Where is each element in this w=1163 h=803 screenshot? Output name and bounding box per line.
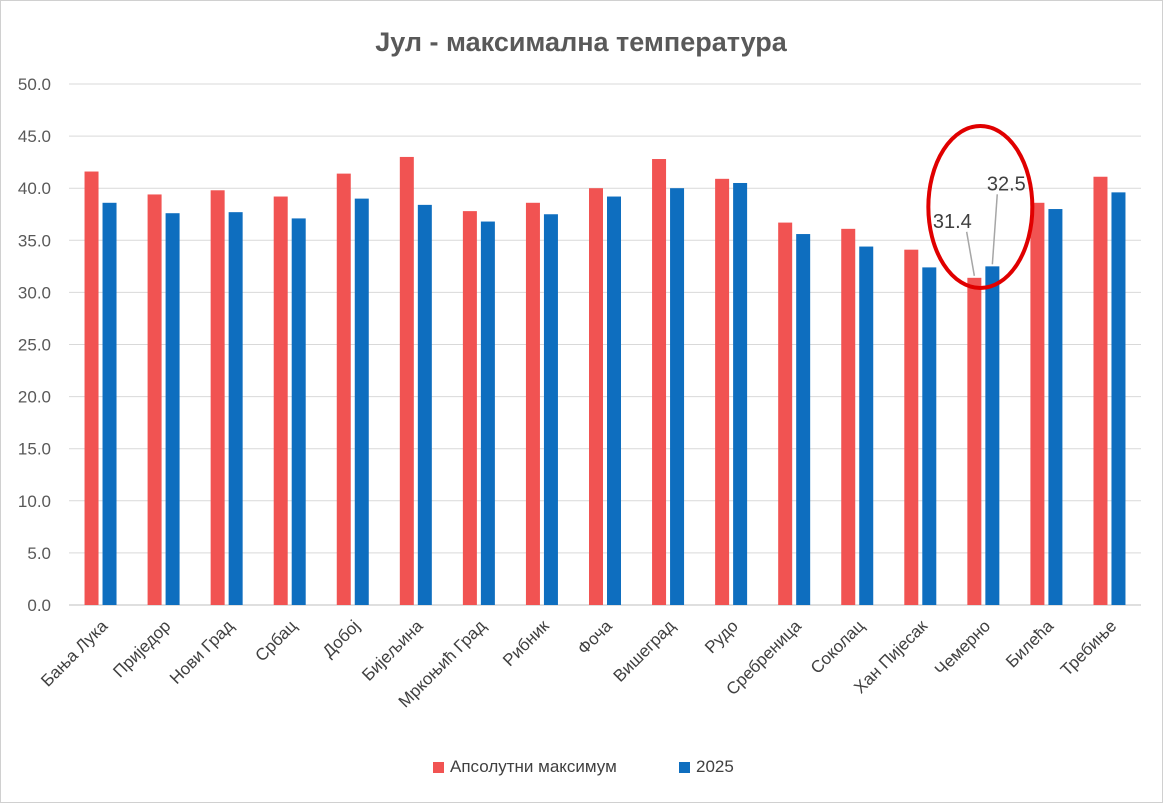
bar-absolute-max — [967, 277, 982, 605]
x-tick-label: Соколац — [807, 616, 868, 677]
bar-absolute-max — [715, 178, 730, 605]
x-tick-label: Нови Град — [166, 616, 238, 688]
x-tick-label: Билећа — [1002, 616, 1057, 671]
y-tick-label: 35.0 — [18, 231, 51, 250]
y-tick-label: 10.0 — [18, 492, 51, 511]
bar-absolute-max — [904, 249, 919, 606]
bars — [84, 156, 1126, 606]
x-tick-label: Србац — [252, 616, 301, 665]
x-tick-label: Добој — [319, 616, 364, 661]
highlight-ellipse — [926, 124, 1035, 290]
x-tick-label: Рибник — [499, 616, 553, 670]
bar-absolute-max — [273, 196, 288, 605]
x-tick-label: Вишеград — [610, 616, 679, 685]
legend-label: 2025 — [696, 757, 734, 776]
bar-2025 — [859, 246, 874, 605]
bar-absolute-max — [589, 188, 603, 605]
bar-2025 — [796, 234, 811, 605]
y-tick-label: 25.0 — [18, 336, 51, 355]
data-label: 32.5 — [987, 173, 1026, 195]
x-tick-label: Фоча — [574, 616, 616, 658]
gridlines — [69, 83, 1141, 606]
y-tick-label: 50.0 — [18, 75, 51, 94]
x-tick-label: Чемерно — [931, 616, 994, 679]
y-tick-label: 5.0 — [27, 544, 51, 563]
y-tick-label: 15.0 — [18, 440, 51, 459]
legend: Апсолутни максимум 2025 — [433, 757, 734, 776]
bar-2025 — [480, 221, 495, 605]
y-tick-label: 40.0 — [18, 179, 51, 198]
bar-2025 — [922, 267, 937, 605]
bar-absolute-max — [1030, 202, 1045, 605]
bar-absolute-max — [336, 173, 351, 605]
legend-swatch — [433, 762, 444, 773]
bar-2025 — [543, 214, 558, 605]
bar-absolute-max — [778, 222, 793, 605]
bar-absolute-max — [652, 159, 667, 606]
y-axis-ticks: 0.0 5.0 10.0 15.0 20.0 25.0 30.0 35.0 40.0 45.0 50… — [18, 75, 51, 615]
chart-title: Јул - максимална температура — [375, 27, 788, 57]
legend-swatch — [679, 762, 690, 773]
bar-2025 — [291, 218, 306, 605]
data-label-leader — [991, 194, 999, 265]
bar-absolute-max — [399, 156, 414, 605]
y-tick-label: 20.0 — [18, 388, 51, 407]
x-tick-label: Бијељина — [358, 616, 427, 685]
bar-2025 — [985, 266, 1000, 605]
bar-2025 — [417, 204, 432, 605]
bar-absolute-max — [525, 202, 540, 605]
bar-2025 — [670, 188, 685, 605]
y-tick-label: 45.0 — [18, 127, 51, 146]
bar-absolute-max — [84, 171, 99, 605]
y-tick-label: 0.0 — [27, 596, 51, 615]
x-tick-label: Рудо — [701, 616, 742, 657]
bar-absolute-max — [1093, 176, 1108, 605]
bar-2025 — [1048, 209, 1063, 606]
bar-absolute-max — [841, 228, 856, 605]
legend-label: Апсолутни максимум — [450, 757, 617, 776]
x-tick-label: Бања Лука — [37, 616, 111, 690]
x-tick-label: Приједор — [109, 616, 174, 681]
bar-2025 — [228, 212, 243, 605]
bar-2025 — [165, 213, 180, 605]
annotations: 31.4 32.5 — [926, 124, 1035, 290]
bar-2025 — [102, 202, 117, 605]
bar-2025 — [1111, 192, 1126, 606]
bar-absolute-max — [210, 190, 225, 605]
bar-2025 — [607, 196, 621, 605]
bar-2025 — [354, 198, 369, 605]
bar-absolute-max — [462, 211, 477, 605]
x-tick-label: Требиње — [1057, 616, 1120, 679]
data-label-leader — [965, 231, 976, 276]
bar-absolute-max — [147, 194, 162, 605]
y-tick-label: 30.0 — [18, 283, 51, 302]
data-label: 31.4 — [933, 211, 972, 233]
bar-2025 — [733, 182, 748, 606]
